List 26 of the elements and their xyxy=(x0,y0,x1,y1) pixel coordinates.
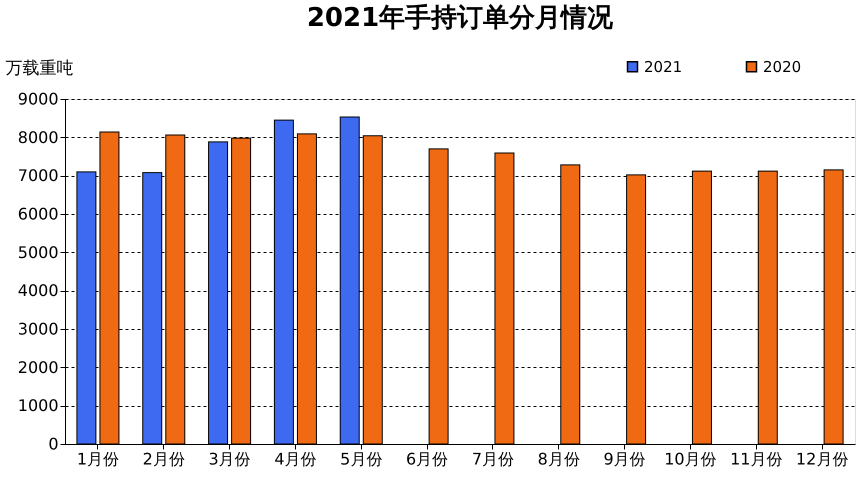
x-tick-label: 8月份 xyxy=(538,450,580,468)
y-tick-label: 3000 xyxy=(18,320,58,338)
x-tick-label: 10月份 xyxy=(664,450,717,468)
y-tick-label: 7000 xyxy=(18,166,58,186)
y-tick-label: 1000 xyxy=(18,396,58,416)
chart-title: 2021年手持订单分月情况 xyxy=(306,3,614,33)
x-tick-label: 7月份 xyxy=(472,450,514,468)
legend-label: 2020 xyxy=(763,58,802,76)
x-tick-label: 5月份 xyxy=(340,450,382,468)
y-tick-label: 9000 xyxy=(18,90,58,108)
x-tick-label: 9月份 xyxy=(603,450,646,468)
y-tick-label: 8000 xyxy=(18,128,58,147)
x-tick-label: 11月份 xyxy=(730,450,782,468)
x-tick-label: 3月份 xyxy=(208,450,251,468)
y-tick-label: 6000 xyxy=(18,204,58,224)
legend-label: 2021 xyxy=(644,58,682,76)
x-tick-label: 6月份 xyxy=(406,450,448,468)
x-tick-label: 1月份 xyxy=(76,450,120,468)
y-tick-label: 4000 xyxy=(18,281,58,300)
x-tick-label: 4月份 xyxy=(274,450,317,468)
y-axis-title: 万载重吨 xyxy=(6,58,74,78)
y-tick-label: 2000 xyxy=(18,358,58,377)
x-tick-label: 2月份 xyxy=(142,450,185,468)
y-tick-label: 5000 xyxy=(18,242,58,262)
y-tick-label: 0 xyxy=(48,434,58,454)
x-tick-label: 12月份 xyxy=(796,450,848,468)
